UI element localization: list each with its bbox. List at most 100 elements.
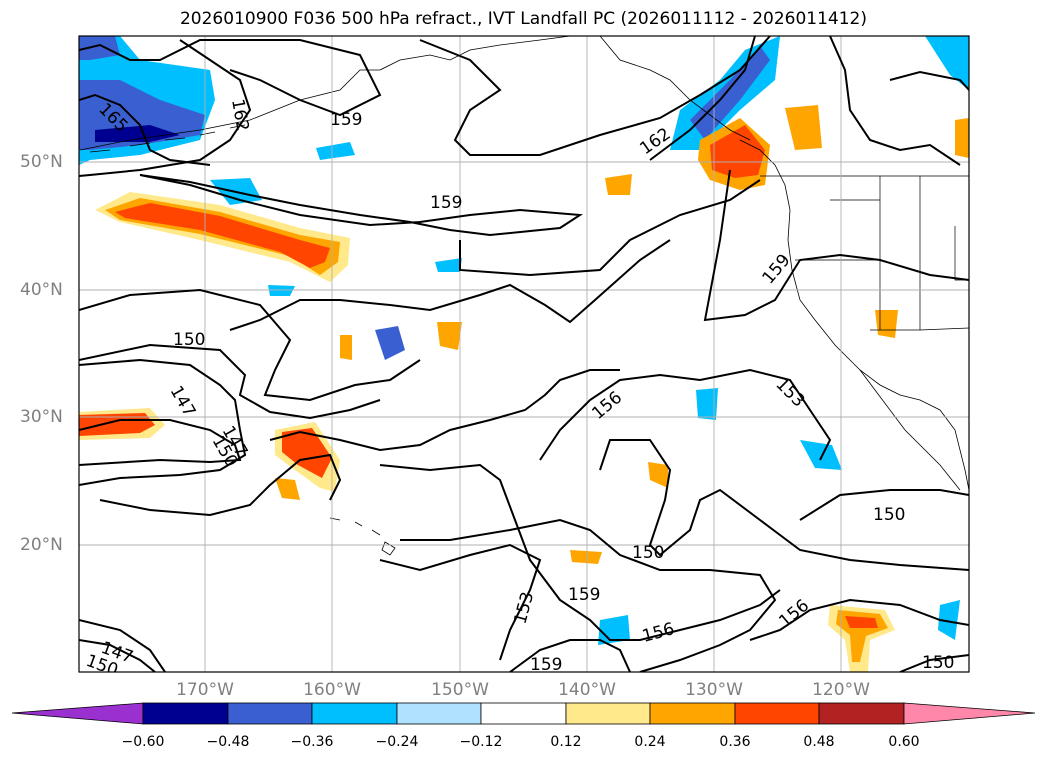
colorbar-tick: 0.48 (803, 734, 835, 750)
lon-label-140w: 140°W (558, 680, 616, 700)
blue-blob-3 (375, 326, 405, 360)
contour-147-sw-corner (79, 639, 156, 672)
contour-label: 150 (173, 330, 205, 350)
red-shading-band (115, 203, 330, 268)
colorbar-tick: 0.36 (719, 734, 751, 750)
blue-blob-8 (435, 258, 462, 272)
blue-blob-5 (800, 440, 842, 470)
contour-label: 150 (632, 543, 664, 563)
colorbar-bin (311, 702, 398, 725)
contour-165-ne (829, 36, 961, 166)
colorbar-bin (649, 702, 736, 725)
colorbar-arrow-right (903, 702, 1036, 725)
se-alaska-coast (599, 36, 751, 141)
contour-165 (79, 93, 211, 166)
colorbar-bin (565, 702, 651, 725)
lon-label-160w: 160°W (303, 680, 361, 700)
orange-blob-5 (340, 335, 352, 360)
blue-blob-7 (938, 600, 960, 640)
contour-147-sw (79, 419, 242, 466)
colorbar-arrow-left (11, 702, 144, 725)
lat-label-30n: 30°N (20, 407, 63, 427)
colorbar-tick: 0.60 (888, 734, 920, 750)
lat-label-50n: 50°N (20, 152, 63, 172)
lon-label-170w: 170°W (176, 680, 234, 700)
contour-165-ne-b (889, 70, 969, 91)
lat-label-20n: 20°N (20, 535, 63, 555)
aleutian-islands (89, 124, 246, 153)
lon-label-150w: 150°W (431, 680, 489, 700)
orange-blob-1 (785, 105, 822, 150)
coastlines (79, 36, 969, 556)
orange-blob-8 (570, 550, 602, 564)
map-title: 2026010900 F036 500 hPa refract., IVT La… (179, 9, 867, 29)
contour-159-south (400, 518, 777, 672)
colorbar-bin (480, 702, 567, 725)
contour-156-main (379, 463, 781, 641)
gridlines (79, 36, 969, 672)
blue-blob-9 (268, 285, 295, 296)
state-lines (795, 176, 969, 330)
colorbar (11, 702, 1036, 725)
contour-162-nw (79, 39, 252, 177)
contour-159-band (139, 174, 583, 237)
contour-label: 159 (568, 585, 600, 605)
contour-150-east (799, 489, 969, 521)
red-shading-hawaii (282, 428, 332, 478)
contour-150-se-corner (899, 654, 969, 672)
orange-blob-2 (955, 118, 969, 158)
blue-shading-nw-top (79, 36, 120, 60)
map-plot-area (79, 36, 969, 672)
lon-label-120w: 120°W (812, 680, 870, 700)
blue-blob-1 (316, 142, 355, 160)
contour-150-south (99, 453, 342, 517)
contours (79, 36, 969, 672)
bc-coast (739, 139, 791, 211)
hawaii-islands (329, 517, 396, 556)
contour-label: 159 (430, 193, 462, 213)
shaded-fields (79, 36, 969, 672)
colorbar-bin (818, 702, 905, 725)
colorbar-bin (396, 702, 482, 725)
colorbar-tick: 0.12 (550, 734, 582, 750)
red-shading-w (79, 413, 155, 436)
red-shading-ne (710, 125, 765, 178)
contour-153-south (379, 543, 542, 661)
contour-159-north (79, 39, 382, 117)
contour-159-cont (459, 179, 761, 277)
contour-156-se (749, 598, 969, 641)
contour-label: 150 (922, 653, 954, 673)
map-frame (78, 35, 970, 673)
borders (760, 175, 969, 331)
blue-blob-6 (598, 615, 630, 645)
colorbar-tick: −0.12 (459, 734, 503, 750)
colorbar-tick: −0.48 (206, 734, 250, 750)
contour-159-mid (419, 36, 771, 156)
red-shading-se (845, 616, 878, 628)
contour-159-bottom (509, 639, 631, 672)
orange-blob-4 (437, 322, 462, 350)
blue-shading-ne-inner (690, 46, 770, 140)
contour-150-sw (79, 358, 247, 486)
colorbar-tick: −0.60 (121, 734, 165, 750)
orange-blob-7 (648, 462, 668, 488)
contour-159-east (703, 169, 969, 322)
lat-label-40n: 40°N (20, 280, 63, 300)
orange-blob-3 (605, 174, 632, 195)
orange-blob-9 (275, 478, 300, 500)
contour-label: 159 (330, 110, 362, 130)
colorbar-bin (227, 702, 313, 725)
lon-label-130w: 130°W (685, 680, 743, 700)
contour-label: 150 (873, 505, 905, 525)
blue-shading-ne-top (925, 36, 969, 90)
colorbar-tick: −0.24 (375, 734, 419, 750)
contour-156-center (269, 369, 620, 452)
colorbar-bin (734, 702, 820, 725)
contour-162-ne (649, 36, 756, 161)
contour-150-w (79, 288, 421, 402)
contour-150-sw-corner (79, 619, 166, 672)
contour-label: 159 (530, 655, 562, 675)
contour-156-mid (229, 239, 671, 331)
navy-shading-nw (95, 125, 180, 142)
